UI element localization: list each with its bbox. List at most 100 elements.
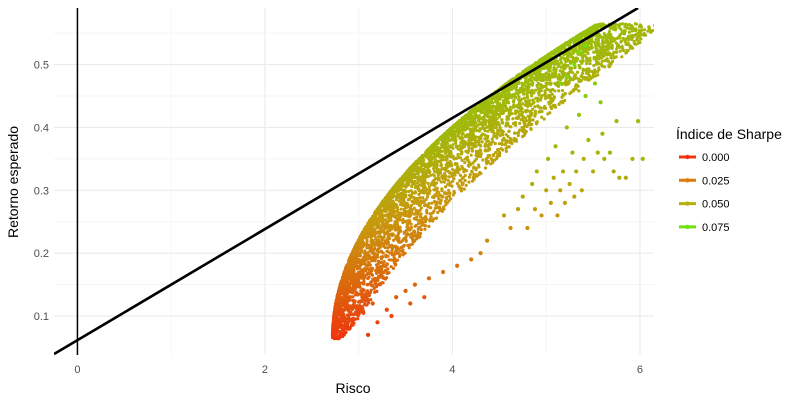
frontier-point [430, 160, 433, 163]
frontier-point [454, 170, 457, 173]
frontier-point [601, 23, 604, 26]
frontier-point [461, 167, 464, 170]
frontier-point [615, 55, 618, 58]
frontier-point [465, 184, 468, 187]
frontier-point [355, 292, 358, 295]
frontier-point [603, 59, 606, 62]
frontier-point [634, 43, 637, 46]
frontier-point [546, 112, 549, 115]
frontier-point [516, 106, 519, 109]
frontier-point [494, 142, 497, 145]
frontier-point [386, 271, 389, 274]
frontier-point [388, 258, 391, 261]
frontier-point [593, 41, 596, 44]
frontier-point [527, 115, 530, 118]
frontier-point [498, 98, 501, 101]
frontier-point [536, 120, 539, 123]
frontier-point [408, 229, 411, 232]
frontier-point [463, 187, 466, 190]
frontier-point [401, 221, 404, 224]
frontier-point [464, 179, 467, 182]
frontier-point [451, 172, 454, 175]
frontier-point [648, 29, 651, 32]
frontier-point [439, 164, 442, 167]
frontier-point [544, 97, 547, 100]
frontier-point [485, 125, 488, 128]
frontier-point [503, 109, 506, 112]
frontier-point [451, 175, 454, 178]
frontier-point [437, 178, 440, 181]
frontier-point [428, 190, 431, 193]
frontier-point [621, 47, 624, 50]
frontier-point [628, 31, 631, 34]
frontier-point [379, 273, 382, 276]
frontier-point [384, 255, 387, 258]
frontier-point [400, 213, 403, 216]
frontier-point [571, 49, 574, 52]
frontier-point [457, 153, 460, 156]
frontier-point [541, 86, 544, 89]
frontier-point [363, 267, 366, 270]
frontier-point [345, 289, 348, 292]
frontier-point [523, 97, 526, 100]
frontier-point [413, 239, 416, 242]
frontier-point [603, 45, 606, 48]
frontier-point [439, 207, 442, 210]
frontier-point [620, 40, 623, 43]
frontier-point [408, 219, 411, 222]
frontier-point [585, 62, 588, 65]
frontier-point [368, 255, 371, 258]
frontier-point [478, 172, 481, 175]
frontier-point [417, 231, 420, 234]
frontier-point [374, 237, 377, 240]
frontier-point [481, 132, 484, 135]
frontier-point [412, 176, 415, 179]
frontier-point [400, 185, 403, 188]
frontier-point [351, 295, 354, 298]
frontier-point [427, 165, 430, 168]
frontier-point [446, 183, 449, 186]
frontier-point [500, 118, 503, 121]
frontier-point [444, 185, 447, 188]
frontier-point [558, 50, 561, 53]
frontier-point [537, 93, 540, 96]
frontier-point [569, 39, 572, 42]
frontier-point [548, 79, 551, 82]
frontier-point [435, 217, 438, 220]
frontier-point [545, 78, 548, 81]
frontier-point [630, 36, 633, 39]
frontier-point [583, 76, 586, 79]
frontier-point [588, 74, 591, 77]
frontier-point [519, 109, 522, 112]
frontier-point [551, 50, 554, 53]
frontier-point [381, 223, 384, 226]
frontier-point [569, 62, 572, 65]
frontier-point [350, 281, 353, 284]
frontier-point [491, 137, 494, 140]
frontier-point [555, 48, 558, 51]
frontier-point [595, 34, 598, 37]
frontier-point [462, 132, 465, 135]
frontier-point [530, 103, 533, 106]
frontier-point [517, 134, 520, 137]
frontier-point [589, 77, 592, 80]
frontier-point [574, 73, 577, 76]
frontier-point [453, 133, 456, 136]
frontier-point [371, 249, 374, 252]
frontier-point [580, 79, 583, 82]
frontier-point [637, 39, 640, 42]
frontier-point [577, 89, 580, 92]
frontier-point [499, 126, 502, 129]
frontier-point [413, 212, 416, 215]
frontier-point [424, 224, 427, 227]
frontier-point [378, 215, 381, 218]
frontier-point [379, 235, 382, 238]
frontier-point [475, 140, 478, 143]
frontier-point [341, 296, 344, 299]
frontier-point [360, 307, 363, 310]
frontier-point [635, 36, 638, 39]
frontier-point [627, 41, 630, 44]
frontier-point [468, 162, 471, 165]
frontier-point [397, 232, 400, 235]
